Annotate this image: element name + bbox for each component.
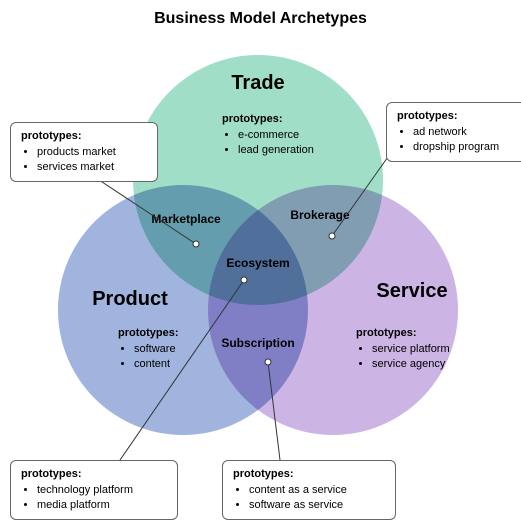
proto-item: content as a service bbox=[249, 483, 385, 498]
label-marketplace: Marketplace bbox=[126, 212, 246, 226]
proto-item: products market bbox=[37, 145, 147, 160]
label-brokerage: Brokerage bbox=[260, 208, 380, 222]
prototypes-service: prototypes: service platform service age… bbox=[356, 326, 450, 372]
proto-item: dropship program bbox=[413, 140, 521, 155]
label-service: Service bbox=[332, 280, 492, 303]
proto-item: ad network bbox=[413, 125, 521, 140]
callout-subscription: prototypes: content as a service softwar… bbox=[222, 460, 396, 520]
proto-item: service agency bbox=[372, 357, 450, 372]
proto-item: service platform bbox=[372, 342, 450, 357]
prototypes-header: prototypes: bbox=[397, 109, 521, 124]
label-product: Product bbox=[50, 288, 210, 311]
prototypes-header: prototypes: bbox=[118, 326, 179, 341]
callout-marketplace: prototypes: products market services mar… bbox=[10, 122, 158, 182]
label-ecosystem: Ecosystem bbox=[198, 256, 318, 270]
prototypes-header: prototypes: bbox=[21, 129, 147, 144]
proto-item: content bbox=[134, 357, 179, 372]
proto-item: software as service bbox=[249, 498, 385, 513]
callout-brokerage: prototypes: ad network dropship program bbox=[386, 102, 521, 162]
prototypes-header: prototypes: bbox=[233, 467, 385, 482]
proto-item: services market bbox=[37, 160, 147, 175]
proto-item: media platform bbox=[37, 498, 167, 513]
label-trade: Trade bbox=[178, 72, 338, 95]
callout-ecosystem: prototypes: technology platform media pl… bbox=[10, 460, 178, 520]
prototypes-header: prototypes: bbox=[222, 112, 314, 127]
prototypes-trade: prototypes: e-commerce lead generation bbox=[222, 112, 314, 158]
prototypes-product: prototypes: software content bbox=[118, 326, 179, 372]
proto-item: e-commerce bbox=[238, 128, 314, 143]
proto-item: lead generation bbox=[238, 143, 314, 158]
label-subscription: Subscription bbox=[198, 336, 318, 350]
proto-item: technology platform bbox=[37, 483, 167, 498]
prototypes-header: prototypes: bbox=[356, 326, 450, 341]
proto-item: software bbox=[134, 342, 179, 357]
prototypes-header: prototypes: bbox=[21, 467, 167, 482]
page-title: Business Model Archetypes bbox=[0, 10, 521, 28]
